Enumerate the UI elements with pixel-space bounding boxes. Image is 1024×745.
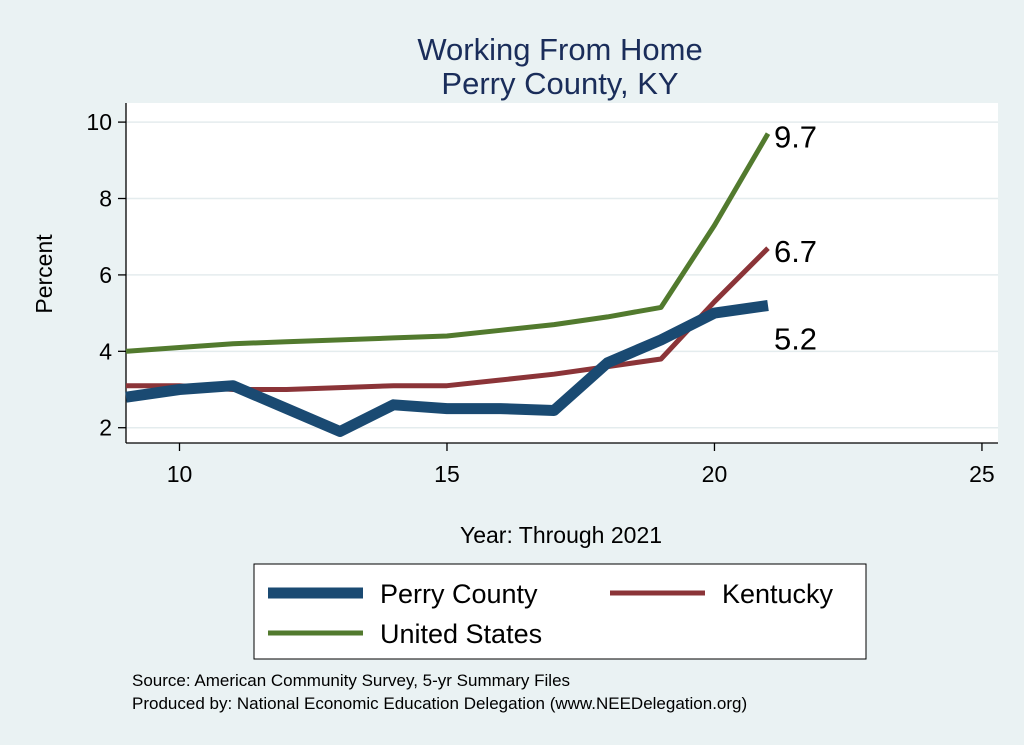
series-line-perry-county (125, 300, 769, 437)
y-axis-title: Percent (31, 234, 57, 314)
series-lines (125, 132, 771, 437)
y-tick-label: 6 (99, 262, 112, 288)
chart-title-line-1: Working From Home (417, 32, 702, 67)
plot-area (126, 103, 998, 443)
y-tick-label: 2 (99, 415, 112, 441)
x-axis-title: Year: Through 2021 (460, 522, 662, 548)
legend: Perry County Kentucky United States (268, 579, 834, 649)
producer-note: Produced by: National Economic Education… (132, 694, 747, 713)
series-line-united-states (125, 132, 771, 354)
legend-label-perry-county: Perry County (380, 579, 538, 609)
end-label-united-states: 9.7 (774, 120, 817, 155)
y-tick-label: 4 (99, 338, 112, 364)
ticks: 2 4 6 8 10 10 15 20 25 (86, 109, 994, 487)
y-tick-label: 10 (86, 109, 112, 135)
grid-lines (126, 121, 998, 429)
y-tick-label: 8 (99, 186, 112, 212)
x-tick-label: 15 (434, 461, 460, 487)
x-tick-label: 10 (167, 461, 193, 487)
x-tick-label: 20 (702, 461, 728, 487)
end-label-perry-county: 5.2 (774, 321, 817, 356)
legend-label-united-states: United States (380, 619, 542, 649)
chart-title-line-2: Perry County, KY (441, 66, 678, 101)
legend-box (253, 563, 867, 660)
end-label-kentucky: 6.7 (774, 234, 817, 269)
x-tick-label: 25 (969, 461, 995, 487)
source-note: Source: American Community Survey, 5-yr … (132, 671, 570, 690)
legend-label-kentucky: Kentucky (722, 579, 834, 609)
end-labels: 5.2 6.7 9.7 (774, 120, 817, 357)
